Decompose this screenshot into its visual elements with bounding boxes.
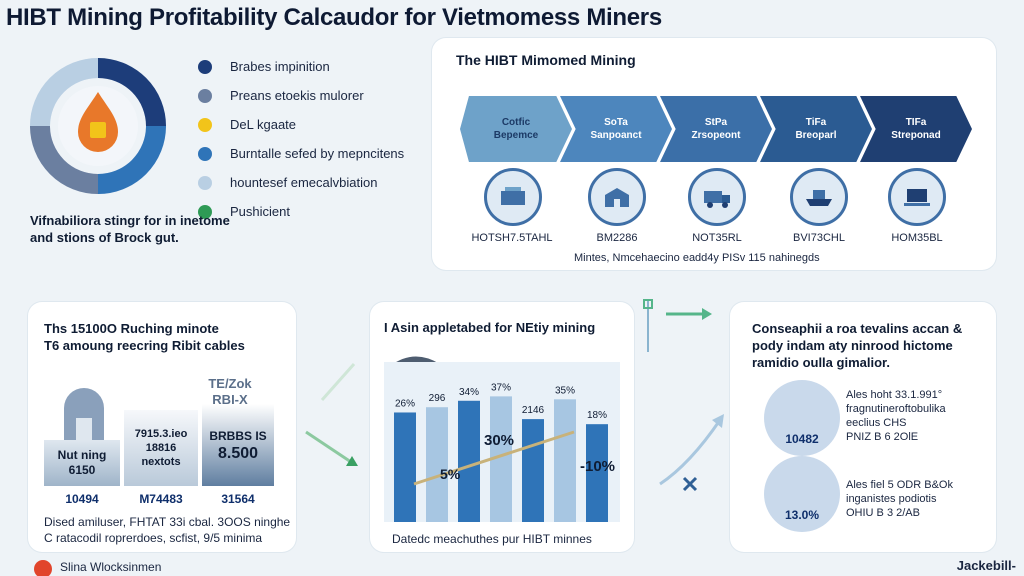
stat-value: 10482 (785, 432, 819, 446)
trend-bar (394, 412, 416, 522)
step-chevron: Cotfic Bepemce (460, 96, 572, 162)
compare-value: 31564 (221, 492, 255, 506)
legend-item: hountesef emecalvbiation (198, 168, 404, 197)
trend-bar (554, 399, 576, 522)
page-title: HIBT Mining Profitability Calcaudor for … (6, 4, 662, 31)
legend-item: Brabes impinition (198, 52, 404, 81)
ship-icon (790, 168, 848, 226)
legend-dot (198, 117, 212, 132)
step-chevron: TIFa Streponad (860, 96, 972, 162)
stat-badge: 10482 (764, 380, 840, 456)
stat-text: Ales fiel 5 ODR B&Ok inganistes podiotis… (846, 479, 953, 519)
stats-heading: Conseaphii a roa tevalins accan & pody i… (752, 321, 963, 370)
trend-bar-label: 18% (587, 410, 607, 421)
step-chevron: StPa Zrsopeont (660, 96, 772, 162)
trend-bar-label: 35% (555, 385, 575, 396)
step-chevron: SoTa Sanpoanct (560, 96, 672, 162)
stat-text: Ales hoht 33.1.991° fragnutineroftobulik… (846, 389, 946, 443)
trend-bar (522, 419, 544, 522)
trend-bar-label: 34% (459, 387, 479, 398)
legend-label: hountesef emecalvbiation (230, 175, 378, 190)
trend-line (413, 430, 575, 486)
legend-label: DeL kgaate (230, 117, 297, 132)
mining-rig-icon (484, 168, 542, 226)
legend-item: Preans etoekis mulorer (198, 81, 404, 110)
trend-bar (490, 396, 512, 522)
overview-caption: Vifnabiliora stingr for in inetome and s… (30, 213, 230, 245)
trend-bar (426, 407, 448, 522)
stat-value: 13.0% (784, 508, 820, 522)
steps-title: The HIBT Mimomed Mining (456, 52, 636, 68)
truck-icon (688, 168, 746, 226)
steps-note: Mintes, Nmcehaecino eadd4y PISv 115 nahi… (574, 252, 820, 264)
step-code: BVI73CHL (793, 232, 845, 244)
stat-badge: 13.0% (764, 456, 840, 532)
legend-dot (198, 204, 212, 219)
legend-label: Burntalle sefed by mepncitens (230, 146, 405, 161)
step-code: HOM35BL (891, 232, 943, 244)
step-code: BM2286 (596, 232, 638, 244)
legend: Brabes impinition Preans etoekis mulorer… (198, 52, 404, 226)
trend-bar-label: 37% (491, 382, 511, 393)
legend-dot (198, 88, 212, 103)
step-chevron: TiFa Breoparl (760, 96, 872, 162)
trend-bar (586, 424, 608, 522)
trend-bar (458, 400, 480, 522)
footer-credit: Jackebill- (956, 558, 1016, 573)
facility-icon (588, 168, 646, 226)
compare-bar: Nut ning 6150 (44, 440, 120, 486)
trend-callout: 30% (484, 432, 515, 449)
footer-brand: Slina Wlocksinmen (60, 560, 162, 574)
brand-logo-icon (34, 560, 52, 576)
compare-bar: BRBBS IS 8.500 (202, 404, 274, 486)
laptop-icon (888, 168, 946, 226)
legend-item: Pushicient (198, 197, 404, 226)
trend-bar-label: 2146 (522, 405, 545, 416)
legend-label: Preans etoekis mulorer (230, 88, 364, 103)
trend-bar-label: 296 (429, 393, 446, 404)
compare-top-label: TE/Zok RBI-X (208, 376, 252, 407)
compare-value: M74483 (139, 492, 183, 506)
compare-bar: 7915.3.ieo 18816 nextots (124, 410, 198, 486)
trend-bar-chart: 26% 296 34% 37% 2146 35% 18% (384, 362, 620, 522)
legend-label: Pushicient (230, 204, 290, 219)
legend-dot (198, 175, 212, 190)
step-code: HOTSH7.5TAHL (471, 232, 553, 244)
compare-heading: Ths 15100O Ruching minote T6 amoung reec… (44, 321, 245, 353)
compare-value: 10494 (65, 492, 99, 506)
compare-footer: Dised amiluser, FHTAT 33i cbal. 3OOS nin… (44, 515, 291, 545)
legend-label: Brabes impinition (230, 59, 330, 74)
trend-bar-label: 26% (395, 398, 415, 409)
trend-footer: Datedc meachuthes pur HIBT minnes (392, 532, 592, 546)
arrow-icon (305, 363, 358, 466)
arrow-icon (643, 299, 712, 352)
trend-callout: -10% (580, 458, 616, 475)
mining-donut-chart (30, 58, 166, 194)
legend-dot (198, 146, 212, 161)
legend-dot (198, 59, 212, 74)
arrow-icon (659, 414, 724, 492)
trend-heading: I Asin appletabed for NEtiy mining (384, 320, 596, 335)
legend-item: Burntalle sefed by mepncitens (198, 139, 404, 168)
tower-icon (64, 388, 104, 440)
step-code: NOT35RL (692, 232, 742, 244)
legend-item: DeL kgaate (198, 110, 404, 139)
trend-callout: 5% (440, 466, 461, 482)
